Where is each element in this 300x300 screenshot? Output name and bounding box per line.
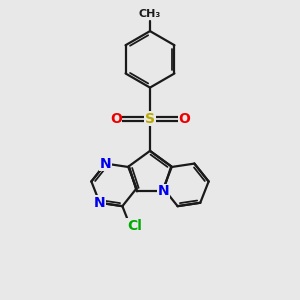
Text: N: N xyxy=(100,157,111,171)
Text: N: N xyxy=(94,196,106,210)
Text: O: O xyxy=(110,112,122,126)
Text: N: N xyxy=(157,184,169,198)
Text: S: S xyxy=(145,112,155,126)
Text: O: O xyxy=(178,112,190,126)
Text: CH₃: CH₃ xyxy=(139,9,161,19)
Text: Cl: Cl xyxy=(127,218,142,233)
